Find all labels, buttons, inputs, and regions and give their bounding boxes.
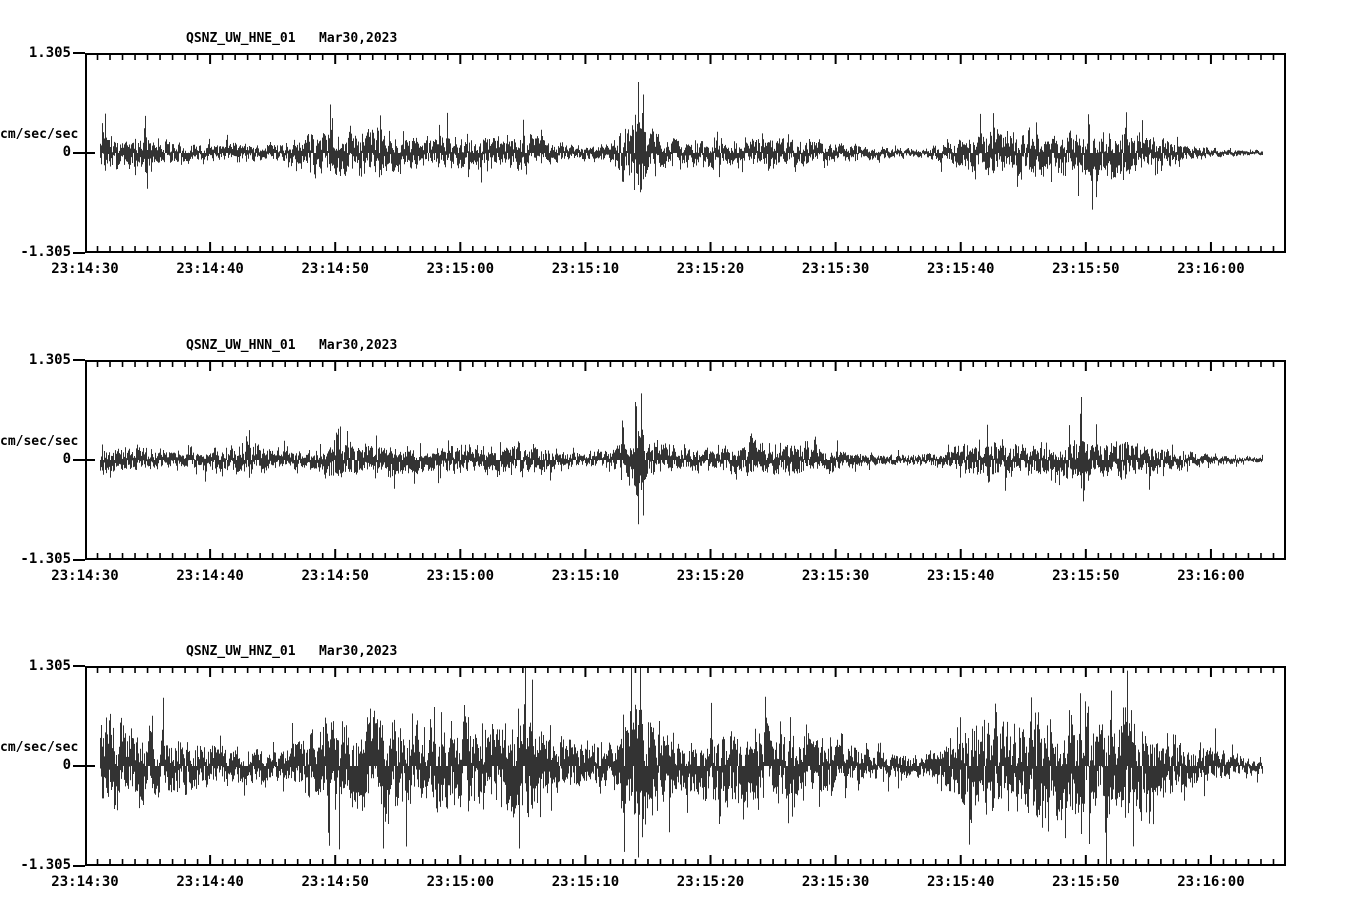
plot-area-hnn: [85, 360, 1286, 560]
x-tick-label: 23:14:30: [51, 261, 119, 277]
x-tick-label: 23:15:20: [676, 568, 745, 584]
x-tick-label: 23:15:30: [801, 568, 870, 584]
y-zero-tick-qsnz_uw_hnz_01: [73, 765, 85, 767]
waveform-trace-hnz: [85, 666, 1286, 866]
x-tick-label: 23:14:50: [301, 261, 369, 277]
y-axis-unit-label-hnz: cm/sec/sec: [0, 740, 79, 755]
x-tick-label: 23:16:00: [1177, 261, 1245, 277]
x-tick-label: 23:15:40: [927, 874, 995, 890]
y-axis-zero-label-hne: 0: [62, 144, 71, 160]
x-tick-label: 23:15:00: [426, 261, 495, 277]
x-tick-label: 23:15:50: [1052, 568, 1120, 584]
y-axis-max-label-hne: 1.305: [28, 45, 71, 61]
x-tick-label: 23:15:40: [927, 261, 995, 277]
x-tick-label: 23:15:30: [801, 261, 870, 277]
axis-ticks-hnz: [85, 666, 1286, 866]
x-tick-label: 23:15:20: [676, 874, 745, 890]
x-tick-label: 23:15:00: [426, 874, 495, 890]
y-min-tick-qsnz_uw_hne_01: [73, 252, 85, 254]
y-min-tick-qsnz_uw_hnz_01: [73, 865, 85, 867]
x-tick-label: 23:14:50: [301, 568, 369, 584]
y-axis-unit-label-hnn: cm/sec/sec: [0, 434, 79, 449]
y-axis-zero-label-hnn: 0: [62, 451, 71, 467]
plot-area-hnz: [85, 666, 1286, 866]
x-tick-label: 23:15:10: [551, 568, 620, 584]
x-tick-label: 23:15:20: [676, 261, 745, 277]
y-axis-unit-label-hne: cm/sec/sec: [0, 127, 79, 142]
y-zero-tick-qsnz_uw_hnn_01: [73, 459, 85, 461]
y-max-tick-qsnz_uw_hnz_01: [73, 665, 85, 667]
axis-ticks-hne: [85, 53, 1286, 253]
x-tick-label: 23:15:10: [551, 874, 620, 890]
y-max-tick-qsnz_uw_hne_01: [73, 52, 85, 54]
panel-title-hnz: QSNZ_UW_HNZ_01 Mar30,2023: [186, 644, 398, 659]
x-tick-label: 23:14:40: [176, 261, 244, 277]
x-tick-label: 23:15:40: [927, 568, 995, 584]
y-axis-min-label-hnz: -1.305: [20, 857, 71, 873]
x-tick-label: 23:14:30: [51, 874, 119, 890]
x-tick-label: 23:14:30: [51, 568, 119, 584]
axis-ticks-hnn: [85, 360, 1286, 560]
y-max-tick-qsnz_uw_hnn_01: [73, 359, 85, 361]
plot-area-hne: [85, 53, 1286, 253]
x-tick-label: 23:15:00: [426, 568, 495, 584]
y-zero-tick-qsnz_uw_hne_01: [73, 152, 85, 154]
x-tick-label: 23:14:40: [176, 874, 244, 890]
x-tick-label: 23:16:00: [1177, 568, 1245, 584]
x-tick-label: 23:15:50: [1052, 261, 1120, 277]
y-axis-min-label-hnn: -1.305: [20, 551, 71, 567]
x-tick-label: 23:14:40: [176, 568, 244, 584]
x-tick-label: 23:14:50: [301, 874, 369, 890]
y-axis-max-label-hnn: 1.305: [28, 352, 71, 368]
y-min-tick-qsnz_uw_hnn_01: [73, 559, 85, 561]
panel-title-hne: QSNZ_UW_HNE_01 Mar30,2023: [186, 31, 398, 46]
y-axis-zero-label-hnz: 0: [62, 757, 71, 773]
waveform-trace-hnn: [85, 360, 1286, 560]
x-tick-label: 23:15:10: [551, 261, 620, 277]
waveform-trace-hne: [85, 53, 1286, 253]
panel-title-hnn: QSNZ_UW_HNN_01 Mar30,2023: [186, 338, 398, 353]
x-tick-label: 23:16:00: [1177, 874, 1245, 890]
x-tick-label: 23:15:50: [1052, 874, 1120, 890]
x-tick-label: 23:15:30: [801, 874, 870, 890]
y-axis-max-label-hnz: 1.305: [28, 658, 71, 674]
y-axis-min-label-hne: -1.305: [20, 244, 71, 260]
